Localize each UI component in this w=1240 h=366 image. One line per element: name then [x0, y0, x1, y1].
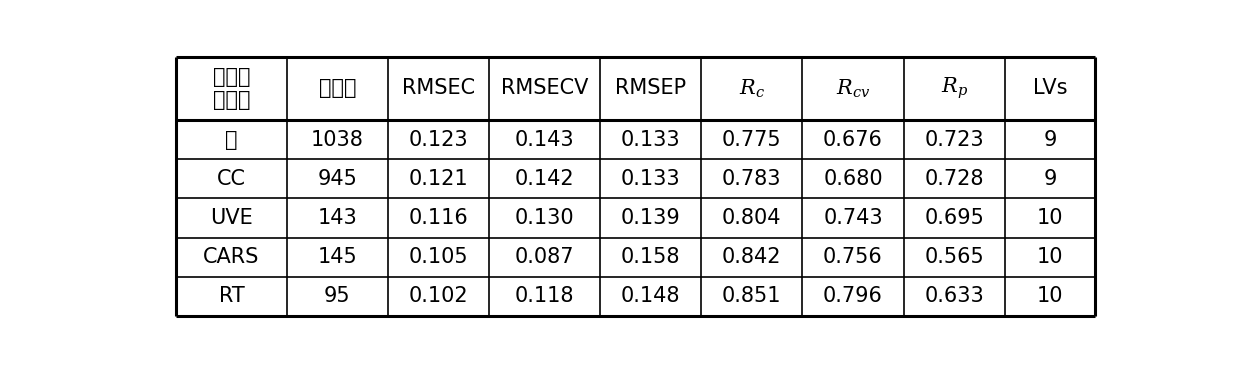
Text: 145: 145 [317, 247, 357, 267]
Text: 0.133: 0.133 [621, 130, 681, 150]
Text: 0.804: 0.804 [722, 208, 781, 228]
Text: LVs: LVs [1033, 78, 1068, 98]
Text: 0.133: 0.133 [621, 169, 681, 189]
Text: 0.565: 0.565 [924, 247, 985, 267]
Text: 0.676: 0.676 [823, 130, 883, 150]
Text: $R_c$: $R_c$ [739, 77, 765, 100]
Text: 0.158: 0.158 [621, 247, 681, 267]
Text: 0.743: 0.743 [823, 208, 883, 228]
Text: 0.728: 0.728 [925, 169, 985, 189]
Text: 0.851: 0.851 [722, 286, 781, 306]
Text: 0.143: 0.143 [515, 130, 574, 150]
Text: RT: RT [218, 286, 244, 306]
Text: 0.130: 0.130 [515, 208, 574, 228]
Text: 变量数: 变量数 [319, 78, 356, 98]
Text: 1038: 1038 [311, 130, 363, 150]
Text: 0.783: 0.783 [722, 169, 781, 189]
Text: 0.756: 0.756 [823, 247, 883, 267]
Text: 0.105: 0.105 [409, 247, 469, 267]
Text: 945: 945 [317, 169, 357, 189]
Text: 0.102: 0.102 [409, 286, 469, 306]
Text: 0.139: 0.139 [621, 208, 681, 228]
Text: 0.842: 0.842 [722, 247, 781, 267]
Text: 0.775: 0.775 [722, 130, 781, 150]
Text: 0.142: 0.142 [515, 169, 574, 189]
Text: 0.680: 0.680 [823, 169, 883, 189]
Text: 0.723: 0.723 [925, 130, 985, 150]
Text: $R_p$: $R_p$ [941, 76, 967, 101]
Text: CARS: CARS [203, 247, 259, 267]
Text: 10: 10 [1037, 208, 1063, 228]
Text: 0.148: 0.148 [621, 286, 681, 306]
Text: RMSECV: RMSECV [501, 78, 588, 98]
Text: 0.796: 0.796 [823, 286, 883, 306]
Text: 9: 9 [1043, 169, 1056, 189]
Text: UVE: UVE [210, 208, 253, 228]
Text: 0.087: 0.087 [515, 247, 574, 267]
Text: 10: 10 [1037, 247, 1063, 267]
Text: 0.695: 0.695 [924, 208, 985, 228]
Text: 0.633: 0.633 [924, 286, 985, 306]
Text: 变量选
择方法: 变量选 择方法 [213, 67, 250, 110]
Text: 0.123: 0.123 [409, 130, 469, 150]
Text: 无: 无 [226, 130, 238, 150]
Text: 9: 9 [1043, 130, 1056, 150]
Text: 0.121: 0.121 [409, 169, 469, 189]
Text: 10: 10 [1037, 286, 1063, 306]
Text: $R_{cv}$: $R_{cv}$ [836, 77, 870, 100]
Text: RMSEC: RMSEC [402, 78, 475, 98]
Text: 0.118: 0.118 [515, 286, 574, 306]
Text: 0.116: 0.116 [409, 208, 469, 228]
Text: RMSEP: RMSEP [615, 78, 686, 98]
Text: 143: 143 [317, 208, 357, 228]
Text: CC: CC [217, 169, 246, 189]
Text: 95: 95 [324, 286, 351, 306]
